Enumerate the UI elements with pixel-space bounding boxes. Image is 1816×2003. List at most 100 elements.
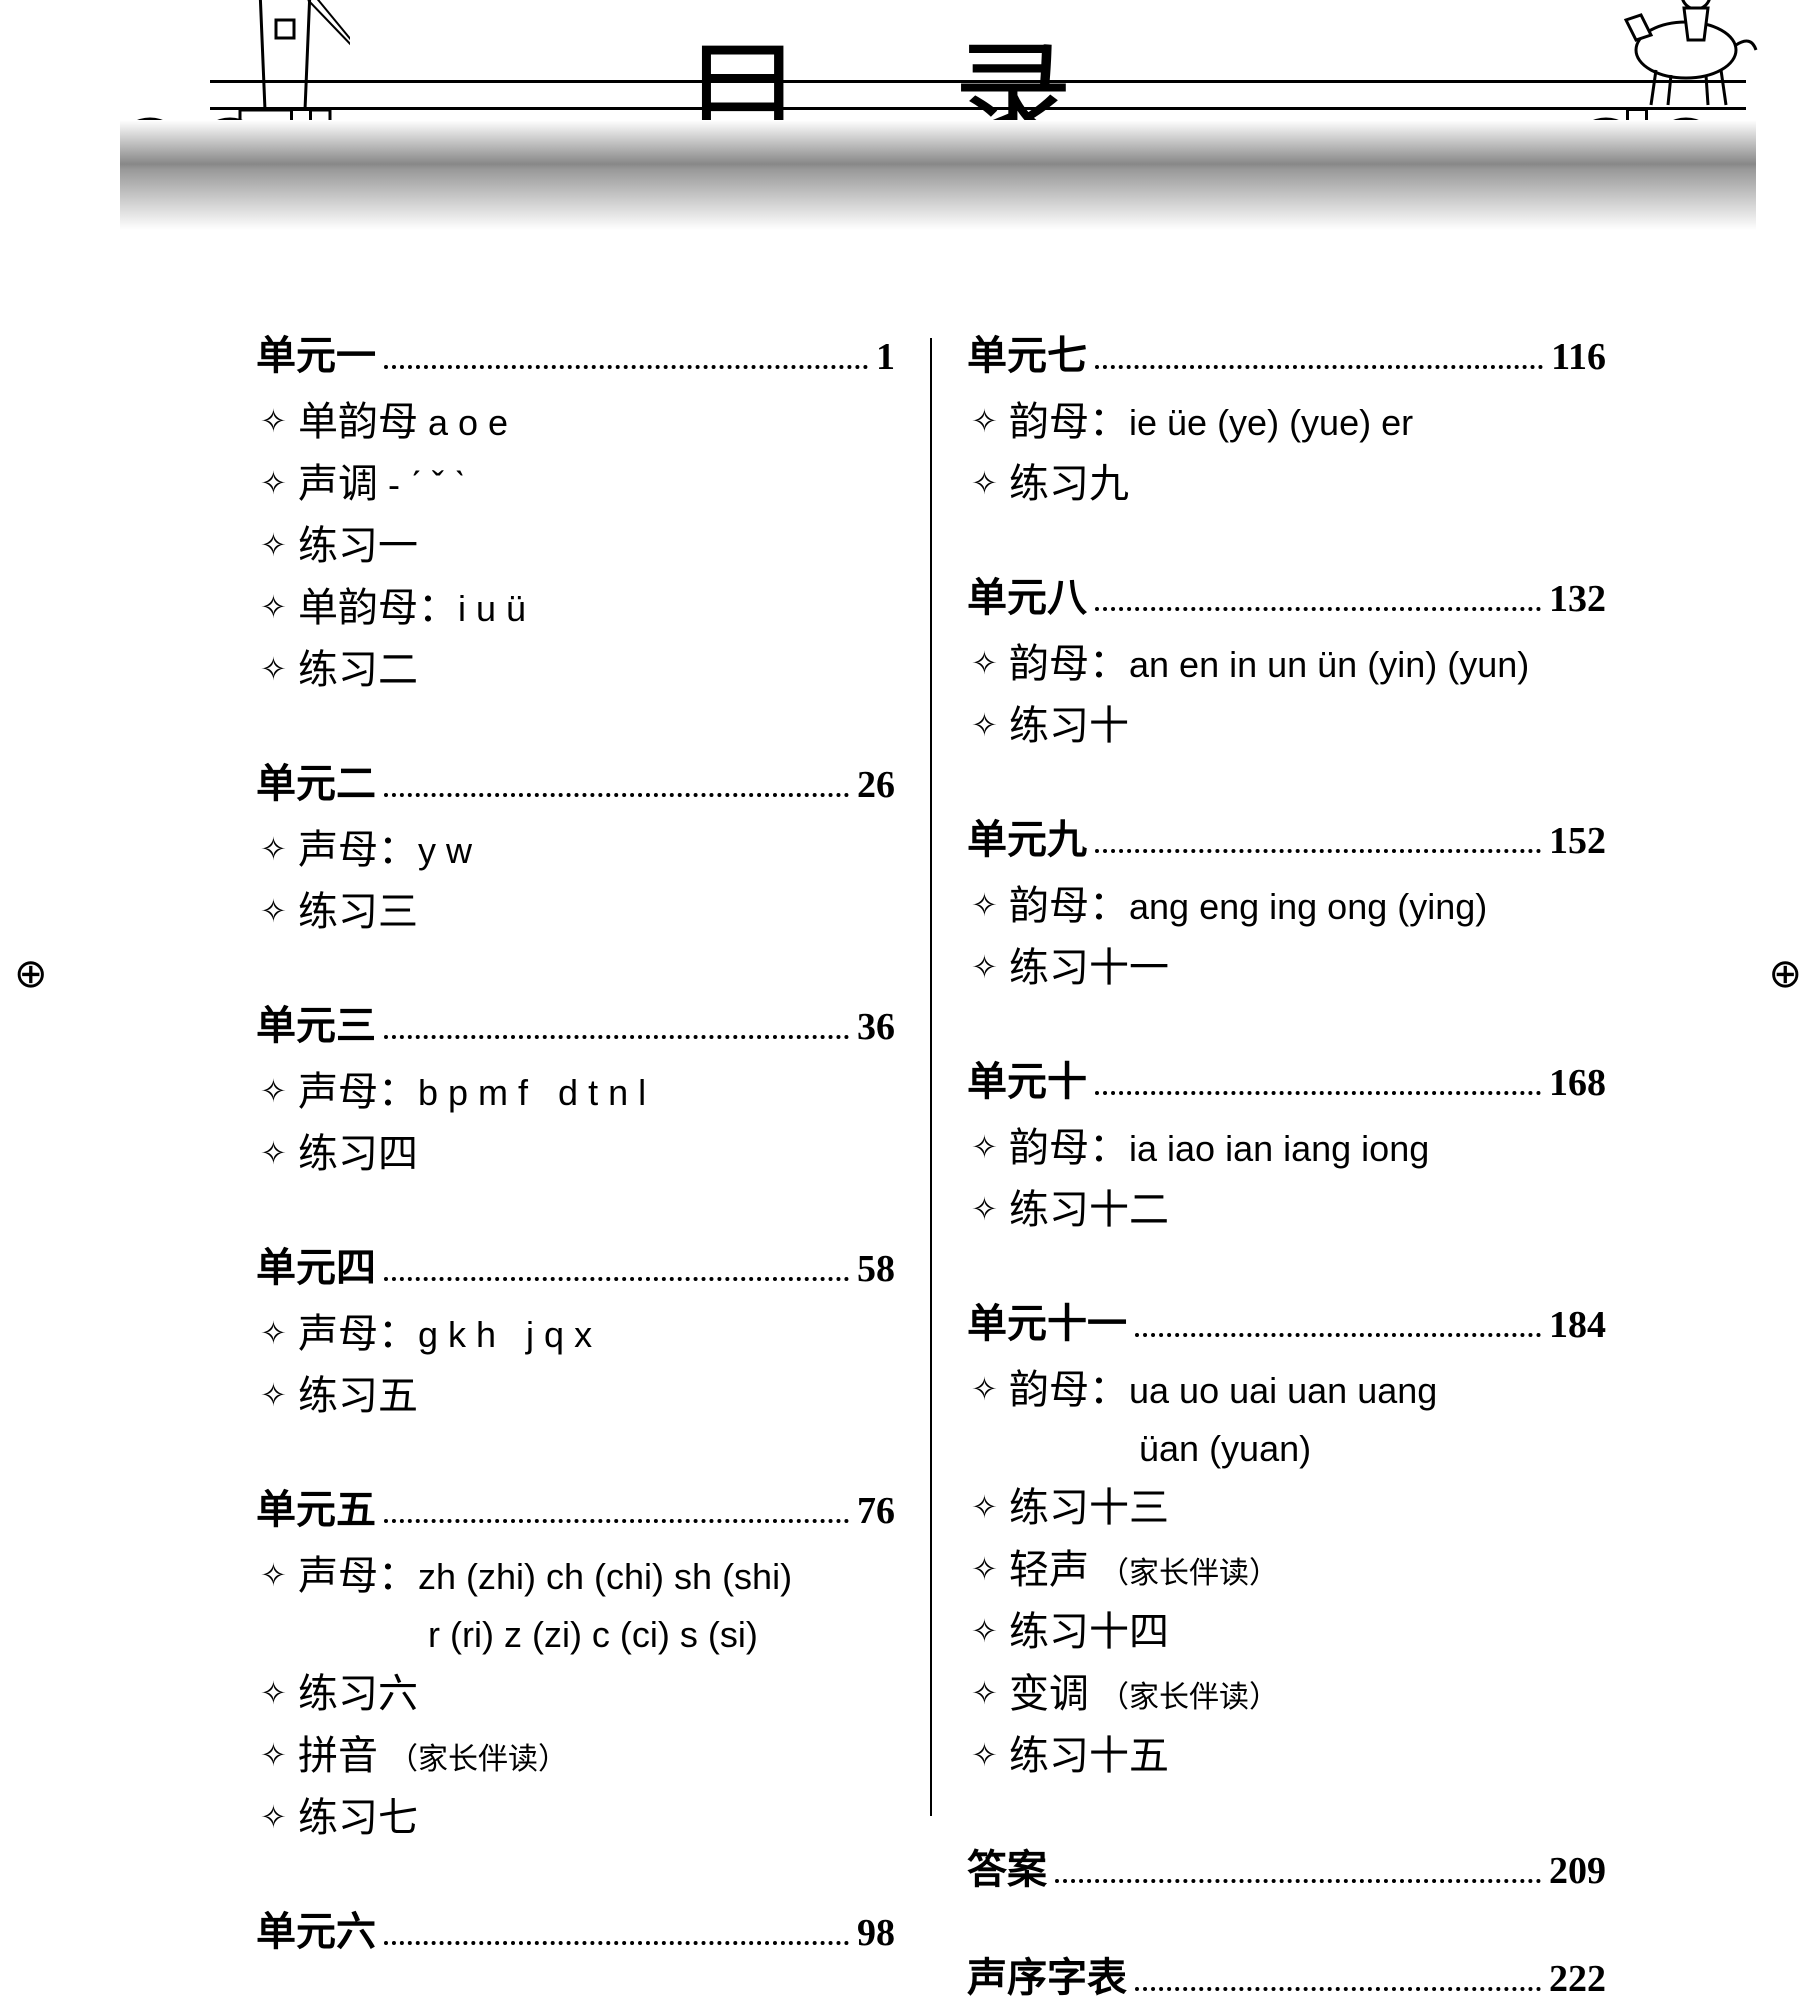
section-heading: 答案 209: [967, 1837, 1606, 1895]
leader-dots: [384, 1035, 849, 1039]
toc-item: ✧韵母：ie üe (ye) (yue) er: [967, 391, 1606, 453]
toc-section: 单元十168 ✧韵母：ia iao ian iang iong✧练习十二: [967, 1049, 1606, 1241]
section-title: 单元二: [256, 751, 376, 809]
item-text: 声母：zh (zhi) ch (chi) sh (shi)r (ri) z (z…: [298, 1545, 895, 1663]
section-heading: 单元九152: [967, 807, 1606, 865]
toc-item: ✧练习九: [967, 453, 1606, 515]
water-gradient: [120, 120, 1756, 230]
diamond-bullet-icon: ✧: [971, 453, 1009, 509]
toc-section: 单元八132✧韵母：an en in un ün (yin) (yun)✧练习十: [967, 565, 1606, 757]
section-title: 单元六: [256, 1899, 376, 1957]
item-text: 练习四: [298, 1123, 895, 1185]
item-text: 练习三: [298, 881, 895, 943]
item-text: 练习十一: [1009, 937, 1606, 999]
section-title: 答案: [967, 1837, 1047, 1895]
diamond-bullet-icon: ✧: [971, 1359, 1009, 1415]
toc-item: ✧单韵母 a o e: [256, 391, 895, 453]
toc-section: 单元四58✧声母：g k h j q x✧练习五: [256, 1235, 895, 1427]
section-heading: 单元八132: [967, 565, 1606, 623]
section-heading: 单元六98: [256, 1899, 895, 1957]
page-number: 152: [1549, 819, 1606, 863]
diamond-bullet-icon: ✧: [260, 515, 298, 571]
item-text: 韵母：ie üe (ye) (yue) er: [1009, 391, 1606, 453]
toc-item: ✧练习一: [256, 515, 895, 577]
item-text: 声母：b p m f d t n l: [298, 1061, 895, 1123]
page-number: 76: [857, 1489, 895, 1533]
toc-item: ✧练习十四: [967, 1601, 1606, 1663]
diamond-bullet-icon: ✧: [260, 391, 298, 447]
item-text: 韵母：an en in un ün (yin) (yun): [1009, 633, 1606, 695]
section-heading: 单元七116: [967, 323, 1606, 381]
toc-section: 单元三36✧声母：b p m f d t n l✧练习四: [256, 993, 895, 1185]
toc-section: 单元五76 ✧声母：zh (zhi) ch (chi) sh (shi)r (ri…: [256, 1477, 895, 1849]
toc-item: ✧练习四: [256, 1123, 895, 1185]
left-column: 单元一1✧单韵母 a o e✧声调 - ˊ ˇ ˋ✧练习一✧单韵母：i u ü✧…: [256, 323, 930, 1816]
item-text: 变调 （家长伴读）: [1009, 1663, 1606, 1725]
item-text: 声调 - ˊ ˇ ˋ: [298, 453, 895, 515]
toc-section: 单元六98: [256, 1899, 895, 1957]
item-text: 轻声 （家长伴读）: [1009, 1539, 1606, 1601]
item-text: 练习九: [1009, 453, 1606, 515]
diamond-bullet-icon: ✧: [260, 639, 298, 695]
diamond-bullet-icon: ✧: [260, 1663, 298, 1719]
item-text: 单韵母 a o e: [298, 391, 895, 453]
diamond-bullet-icon: ✧: [971, 1725, 1009, 1781]
toc-item: ✧练习七: [256, 1787, 895, 1849]
section-heading: 声序字表 222: [967, 1945, 1606, 2003]
diamond-bullet-icon: ✧: [971, 1539, 1009, 1595]
diamond-bullet-icon: ✧: [971, 1601, 1009, 1657]
toc-item: ✧练习十三: [967, 1477, 1606, 1539]
diamond-bullet-icon: ✧: [971, 1663, 1009, 1719]
page-number: 209: [1549, 1849, 1606, 1893]
page-number: 26: [857, 763, 895, 807]
section-title: 单元七: [967, 323, 1087, 381]
page-number: 184: [1549, 1303, 1606, 1347]
leader-dots: [1135, 1333, 1541, 1337]
section-title: 单元一: [256, 323, 376, 381]
leader-dots: [1135, 1987, 1541, 1991]
toc-section: 单元九152 ✧韵母：ang eng ing ong (ying)✧练习十一: [967, 807, 1606, 999]
toc-item: ✧韵母：ua uo uai uan uangüan (yuan): [967, 1359, 1606, 1477]
diamond-bullet-icon: ✧: [260, 1123, 298, 1179]
diamond-bullet-icon: ✧: [971, 875, 1009, 931]
toc-item: ✧韵母：an en in un ün (yin) (yun): [967, 633, 1606, 695]
section-heading: 单元二 26: [256, 751, 895, 809]
diamond-bullet-icon: ✧: [260, 1303, 298, 1359]
lighthouse-icon: [220, 0, 350, 130]
toc-item: ✧声母：g k h j q x: [256, 1303, 895, 1365]
diamond-bullet-icon: ✧: [260, 577, 298, 633]
item-text: 练习一: [298, 515, 895, 577]
page-number: 222: [1549, 1957, 1606, 2001]
item-text: 韵母：ang eng ing ong (ying): [1009, 875, 1606, 937]
diamond-bullet-icon: ✧: [971, 937, 1009, 993]
section-title: 单元三: [256, 993, 376, 1051]
toc-item: ✧变调 （家长伴读）: [967, 1663, 1606, 1725]
section-heading: 单元五76: [256, 1477, 895, 1535]
toc-item: ✧韵母：ia iao ian iang iong: [967, 1117, 1606, 1179]
toc-section: 单元十一184✧韵母：ua uo uai uan uangüan (yuan)✧…: [967, 1291, 1606, 1787]
diamond-bullet-icon: ✧: [260, 881, 298, 937]
diamond-bullet-icon: ✧: [260, 1061, 298, 1117]
item-text: 练习十二: [1009, 1179, 1606, 1241]
item-text: 练习十三: [1009, 1477, 1606, 1539]
diamond-bullet-icon: ✧: [971, 695, 1009, 751]
toc-item: ✧声调 - ˊ ˇ ˋ: [256, 453, 895, 515]
toc-item: ✧练习十一: [967, 937, 1606, 999]
diamond-bullet-icon: ✧: [971, 633, 1009, 689]
section-title: 单元十一: [967, 1291, 1127, 1349]
section-title: 声序字表: [967, 1945, 1127, 2003]
item-text: 练习五: [298, 1365, 895, 1427]
section-heading: 单元十一 184: [967, 1291, 1606, 1349]
diamond-bullet-icon: ✧: [971, 1477, 1009, 1533]
diamond-bullet-icon: ✧: [260, 1545, 298, 1601]
diamond-bullet-icon: ✧: [260, 1365, 298, 1421]
section-title: 单元四: [256, 1235, 376, 1293]
leader-dots: [1095, 1091, 1541, 1095]
toc-item: ✧练习十二: [967, 1179, 1606, 1241]
item-text: 声母：g k h j q x: [298, 1303, 895, 1365]
item-text: 练习二: [298, 639, 895, 701]
toc-content: 单元一1✧单韵母 a o e✧声调 - ˊ ˇ ˋ✧练习一✧单韵母：i u ü✧…: [256, 323, 1606, 1816]
section-heading: 单元十168: [967, 1049, 1606, 1107]
diamond-bullet-icon: ✧: [260, 819, 298, 875]
toc-section: 单元七116 ✧韵母：ie üe (ye) (yue) er✧练习九: [967, 323, 1606, 515]
